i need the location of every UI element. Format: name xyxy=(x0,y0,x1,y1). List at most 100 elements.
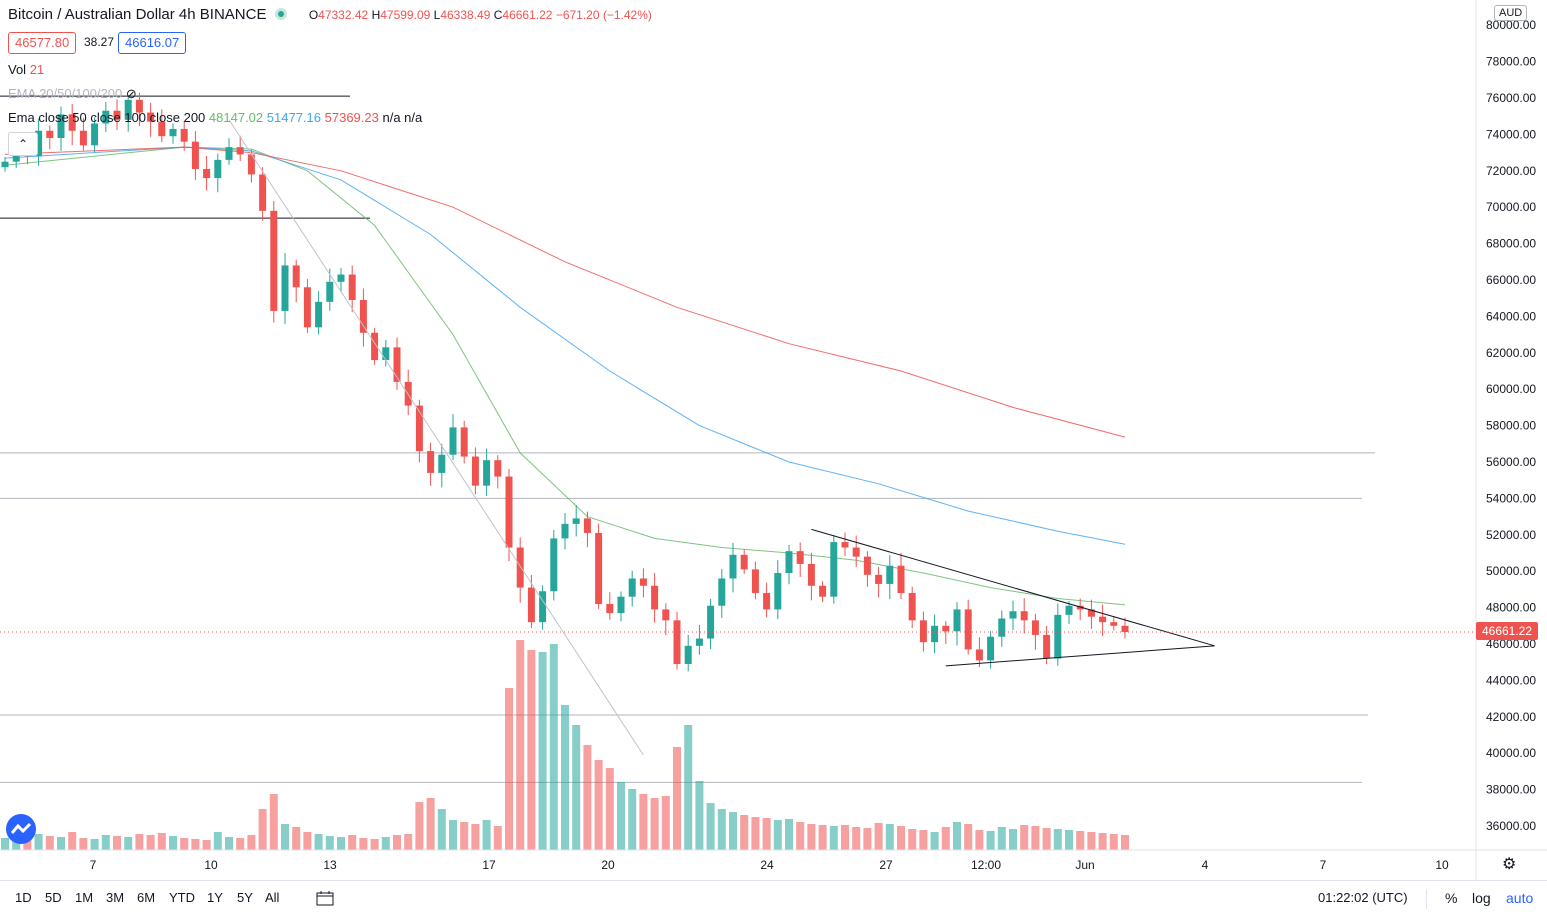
price-tick-label: 56000.00 xyxy=(1486,455,1536,469)
interval-label[interactable]: 4h xyxy=(178,6,196,23)
chevron-up-icon: ⌃ xyxy=(17,137,29,151)
volume-bar xyxy=(964,824,973,850)
volume-bar xyxy=(157,833,166,850)
log-scale-button[interactable]: log xyxy=(1472,890,1491,906)
volume-bar xyxy=(1109,834,1118,850)
range-5d-button[interactable]: 5D xyxy=(45,890,62,905)
volume-bar xyxy=(549,644,558,850)
volume-bar xyxy=(785,819,793,850)
candle-body xyxy=(247,154,255,175)
candle-body xyxy=(371,332,379,361)
volume-bar xyxy=(325,836,334,850)
date-range-icon[interactable] xyxy=(316,890,334,909)
range-1d-button[interactable]: 1D xyxy=(15,890,32,905)
volume-bar xyxy=(1076,831,1085,850)
clock-utc[interactable]: 01:22:02 (UTC) xyxy=(1318,890,1408,905)
price-axis[interactable]: 80000.00 78000.00 76000.00 74000.00 72000.00… xyxy=(1486,18,1536,833)
candle-body xyxy=(1009,611,1017,619)
auto-scale-button[interactable]: auto xyxy=(1506,890,1534,906)
candle-body xyxy=(718,578,726,606)
volume-bar xyxy=(908,829,917,850)
volume-bar xyxy=(57,837,65,850)
volume-bar xyxy=(505,688,513,850)
volume-bar xyxy=(852,827,861,850)
percent-scale-button[interactable]: % xyxy=(1445,890,1458,906)
range-ytd-button[interactable]: YTD xyxy=(169,890,195,905)
volume-bar xyxy=(706,803,715,850)
candle-body xyxy=(763,593,771,610)
volume-bar xyxy=(191,839,200,850)
volume-bar xyxy=(314,834,323,850)
tradingview-logo-icon[interactable] xyxy=(6,814,36,844)
volume-bar xyxy=(68,832,77,850)
volume-bar xyxy=(516,640,525,850)
bottom-toolbar: 1D 5D 1M 3M 6M YTD 1Y 5Y All 01:22:02 (U… xyxy=(0,880,1547,917)
symbol-title[interactable]: Bitcoin / Australian Dollar xyxy=(8,6,175,23)
candle-body xyxy=(651,585,659,610)
buy-price-button[interactable]: 46616.07 xyxy=(118,32,187,54)
trendline[interactable] xyxy=(945,645,1215,667)
volume-bar xyxy=(225,837,233,850)
volume-bar xyxy=(975,830,984,850)
volume-bar xyxy=(773,820,782,850)
volume-bar xyxy=(1042,828,1051,850)
range-all-button[interactable]: All xyxy=(265,890,280,905)
candle-body xyxy=(953,609,961,632)
candle-body xyxy=(931,625,939,643)
ema-hidden-legend[interactable]: EMA 20/50/100/200 ⊘ xyxy=(8,86,137,101)
gear-icon[interactable]: ⚙ xyxy=(1502,856,1517,873)
currency-label[interactable]: AUD xyxy=(1494,5,1528,21)
volume-value: 21 xyxy=(29,62,45,77)
volume-legend[interactable]: Vol 21 xyxy=(8,62,45,77)
volume-bar xyxy=(101,835,110,850)
candle-body xyxy=(998,618,1006,637)
time-tick-label: Jun xyxy=(1075,858,1094,872)
time-axis[interactable]: 7 10 13 17 20 24 27 12:00 Jun 4 7 10 xyxy=(90,858,1449,872)
volume-bar xyxy=(90,839,99,850)
horizontal-levels xyxy=(0,95,1375,783)
ema-legend[interactable]: Ema close 50 close 100 close 200 48147.0… xyxy=(8,110,423,125)
last-price-tag: 46661.22 xyxy=(1476,622,1538,640)
candle-body xyxy=(415,405,423,452)
price-tick-label: 72000.00 xyxy=(1486,164,1536,178)
trendline[interactable] xyxy=(811,528,1215,647)
candle-body xyxy=(337,274,345,282)
candle-body xyxy=(68,114,76,131)
volume-bar xyxy=(281,824,289,850)
eye-hidden-icon[interactable]: ⊘ xyxy=(125,86,137,101)
candle-body xyxy=(673,620,681,665)
candle-body xyxy=(807,563,815,586)
candle-body xyxy=(91,123,99,146)
time-tick-label: 20 xyxy=(601,858,615,872)
trendlines[interactable] xyxy=(228,119,1215,756)
candle-body xyxy=(852,547,860,557)
trendline[interactable] xyxy=(228,119,644,756)
range-6m-button[interactable]: 6M xyxy=(137,890,156,905)
volume-bar xyxy=(348,835,357,850)
sell-price-button[interactable]: 46577.80 xyxy=(8,32,77,54)
collapse-legend-button[interactable]: ⌃ xyxy=(8,132,38,156)
candle-body xyxy=(438,454,446,473)
range-1y-button[interactable]: 1Y xyxy=(207,890,223,905)
candle-body xyxy=(494,460,502,477)
candle-body xyxy=(214,159,222,179)
candle-body xyxy=(292,265,300,288)
range-1m-button[interactable]: 1M xyxy=(75,890,94,905)
chart-canvas[interactable]: 80000.00 78000.00 76000.00 74000.00 72000.00… xyxy=(0,0,1547,880)
volume-bar xyxy=(202,840,211,850)
candle-body xyxy=(684,645,692,665)
candle-body xyxy=(1121,625,1129,632)
volume-bar xyxy=(695,781,704,850)
volume-bar xyxy=(359,838,368,850)
candle-body xyxy=(348,274,356,301)
range-5y-button[interactable]: 5Y xyxy=(237,890,253,905)
volume-bar xyxy=(841,825,849,850)
candle-body xyxy=(1099,616,1107,623)
time-tick-label: 4 xyxy=(1202,858,1209,872)
volume-bar xyxy=(527,650,536,850)
range-3m-button[interactable]: 3M xyxy=(106,890,125,905)
candle-body xyxy=(774,573,782,610)
candle-body xyxy=(147,112,155,122)
volume-bar xyxy=(684,725,693,850)
volume-bar xyxy=(885,824,894,850)
